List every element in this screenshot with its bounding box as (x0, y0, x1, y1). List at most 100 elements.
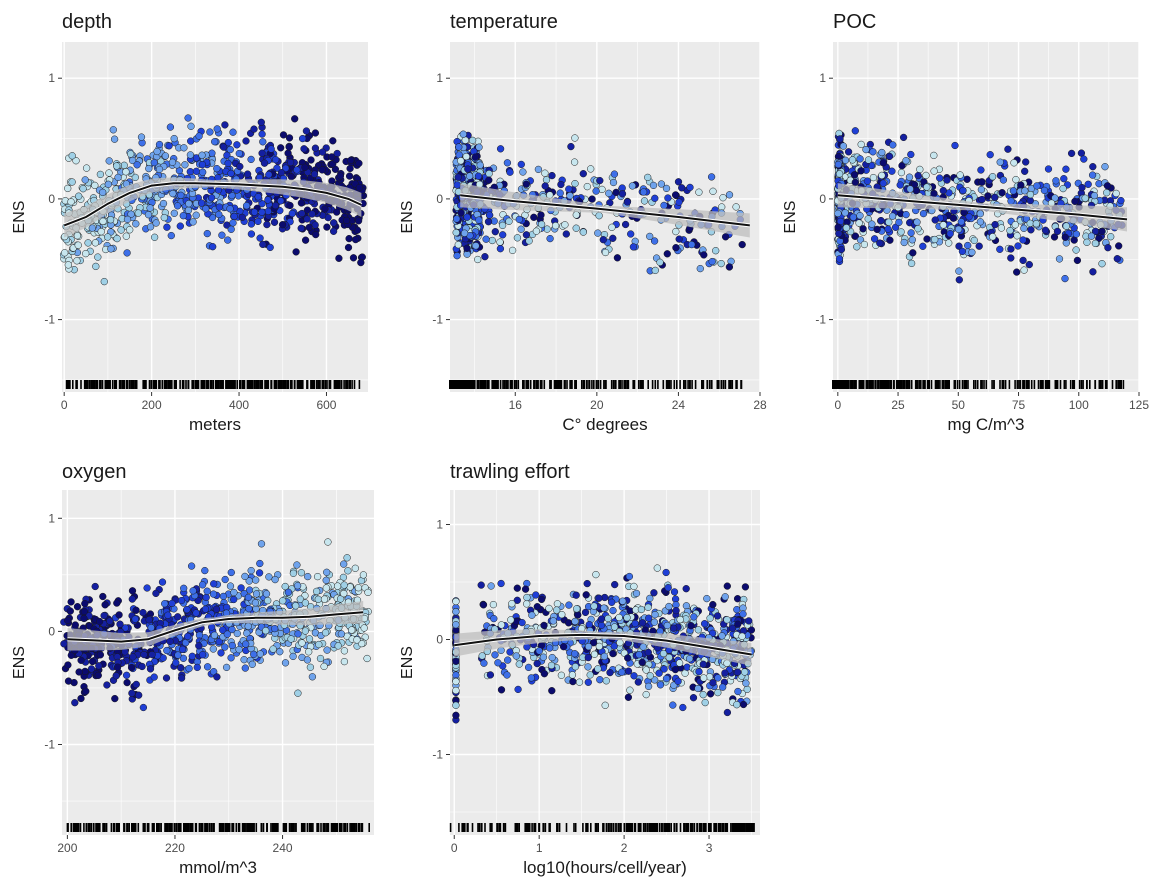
scatter-point (127, 210, 135, 218)
scatter-point (359, 571, 368, 579)
scatter-point (174, 651, 182, 659)
scatter-point (219, 592, 228, 601)
scatter-point (211, 138, 219, 146)
scatter-point (247, 566, 255, 575)
scatter-point (922, 171, 930, 180)
scatter-point (945, 239, 953, 247)
scatter-point (642, 690, 650, 699)
scatter-point (143, 584, 151, 592)
scatter-point (297, 224, 305, 232)
scatter-point (345, 234, 353, 243)
scatter-point (224, 138, 232, 147)
scatter-point (169, 189, 177, 198)
scatter-point (344, 243, 353, 252)
scatter-point (227, 568, 235, 577)
y-axis-label: ENS (11, 646, 28, 679)
scatter-point (1004, 145, 1012, 153)
scatter-point (110, 135, 119, 143)
scatter-point (256, 650, 264, 658)
scatter-point (166, 637, 174, 646)
scatter-point (161, 600, 169, 608)
scatter-point (671, 191, 680, 199)
y-tick-label: -1 (815, 313, 826, 327)
scatter-point (708, 257, 716, 266)
scatter-point (139, 703, 148, 712)
scatter-point (613, 254, 622, 262)
scatter-point (733, 605, 741, 614)
scatter-point (1017, 181, 1025, 189)
scatter-point (91, 239, 100, 247)
y-tick-label: -1 (44, 738, 55, 752)
scatter-point (271, 575, 279, 584)
scatter-point (349, 254, 358, 262)
scatter-point (463, 213, 471, 221)
scatter-point (460, 229, 469, 237)
scatter-point (534, 165, 543, 174)
scatter-point (304, 572, 312, 581)
scatter-point (322, 584, 330, 592)
scatter-point (1078, 183, 1086, 192)
scatter-point (223, 151, 231, 159)
scatter-point (236, 162, 244, 171)
scatter-point (1083, 238, 1091, 246)
scatter-point (226, 145, 234, 154)
scatter-point (112, 672, 120, 680)
scatter-point (497, 686, 506, 694)
scatter-point (272, 156, 280, 164)
scatter-point (145, 616, 153, 624)
y-tick-label: 1 (436, 71, 443, 85)
scatter-point (303, 215, 311, 223)
scatter-point (474, 255, 482, 264)
scatter-point (262, 627, 270, 635)
scatter-point (718, 203, 726, 211)
scatter-point (899, 133, 908, 142)
scatter-point (955, 276, 963, 284)
scatter-point (106, 617, 114, 625)
scatter-point (930, 167, 938, 175)
scatter-point (150, 158, 158, 167)
scatter-point (1090, 191, 1099, 200)
scatter-point (297, 569, 306, 577)
scatter-point (187, 562, 196, 570)
scatter-point (644, 173, 652, 182)
scatter-point (1041, 226, 1050, 234)
scatter-point (75, 668, 83, 676)
scatter-point (583, 182, 591, 191)
scatter-point (1012, 175, 1020, 184)
scatter-point (123, 215, 132, 224)
x-tick-label: 200 (57, 841, 77, 855)
scatter-point (1053, 227, 1062, 236)
scatter-point (256, 559, 264, 568)
scatter-point (949, 214, 958, 222)
scatter-point (73, 603, 82, 611)
scatter-point (629, 243, 638, 251)
scatter-point (499, 231, 507, 239)
scatter-point (229, 128, 237, 136)
scatter-point (1026, 219, 1034, 227)
scatter-point (197, 199, 206, 207)
scatter-point (215, 210, 223, 219)
scatter-point (1022, 158, 1030, 166)
scatter-point (355, 159, 363, 167)
scatter-point (111, 694, 119, 703)
y-tick-label: 0 (48, 192, 55, 206)
scatter-point (472, 242, 480, 250)
scatter-point (88, 657, 97, 666)
scatter-point (198, 651, 207, 659)
scatter-point (457, 157, 465, 165)
scatter-point (333, 582, 342, 590)
scatter-point (957, 218, 965, 226)
scatter-point (998, 189, 1006, 197)
scatter-point (513, 234, 522, 242)
scatter-point (285, 134, 294, 142)
scatter-point (595, 212, 603, 220)
scatter-point (311, 144, 320, 152)
scatter-point (202, 205, 210, 213)
scatter-point (247, 220, 256, 228)
scatter-point (210, 631, 219, 639)
scatter-point (163, 223, 171, 231)
scatter-point (228, 641, 236, 650)
scatter-point (354, 217, 363, 225)
panel-depth: -1 0 1 0 200 400 600 depth meters ENS (11, 11, 368, 434)
scatter-point (184, 632, 192, 641)
